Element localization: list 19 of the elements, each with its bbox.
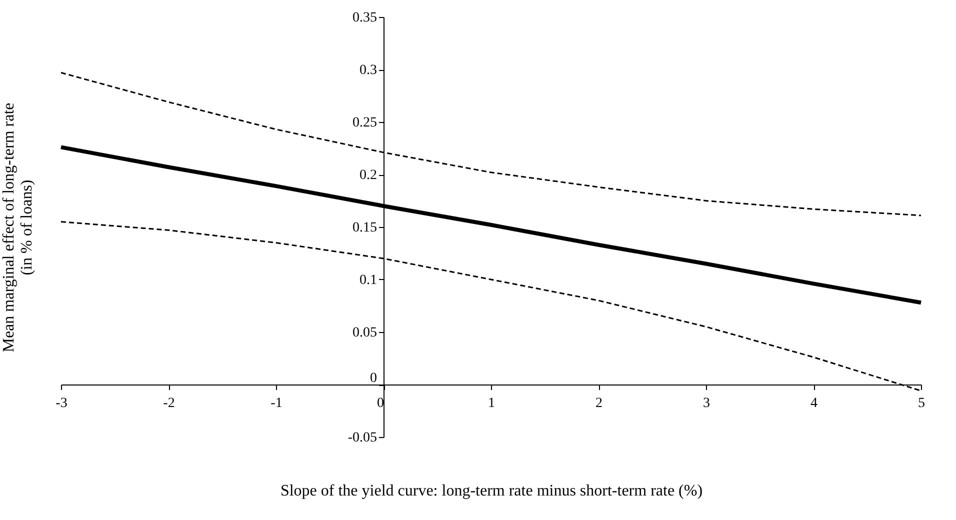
x-tick-label: 2 bbox=[596, 396, 602, 411]
x-tick-label: 3 bbox=[703, 396, 710, 411]
x-tick-label: 4 bbox=[810, 396, 818, 411]
y-tick-label: 0.1 bbox=[360, 273, 377, 288]
y-tick-label: 0.2 bbox=[360, 168, 377, 183]
y-tick-label: 0.3 bbox=[360, 63, 377, 78]
y-tick-label: 0.15 bbox=[352, 220, 377, 236]
y-tick-label: 0 bbox=[370, 371, 377, 386]
y-tick-label: 0.35 bbox=[352, 10, 377, 26]
y-axis-title: Mean marginal effect of long-term rate (in % of loans) bbox=[0, 102, 36, 352]
x-tick-label: 1 bbox=[488, 396, 495, 411]
x-tick-label: -2 bbox=[163, 396, 175, 411]
y-tick-label: -0.05 bbox=[348, 430, 377, 446]
x-tick-label: -1 bbox=[270, 396, 282, 411]
x-axis-title: Slope of the yield curve: long-term rate minus short-term rate (%) bbox=[280, 482, 703, 500]
y-tick-label: 0.05 bbox=[352, 326, 377, 340]
x-tick-label: 5 bbox=[918, 396, 925, 411]
x-tick-label: -3 bbox=[56, 396, 68, 411]
y-tick-label: 0.25 bbox=[352, 116, 377, 130]
